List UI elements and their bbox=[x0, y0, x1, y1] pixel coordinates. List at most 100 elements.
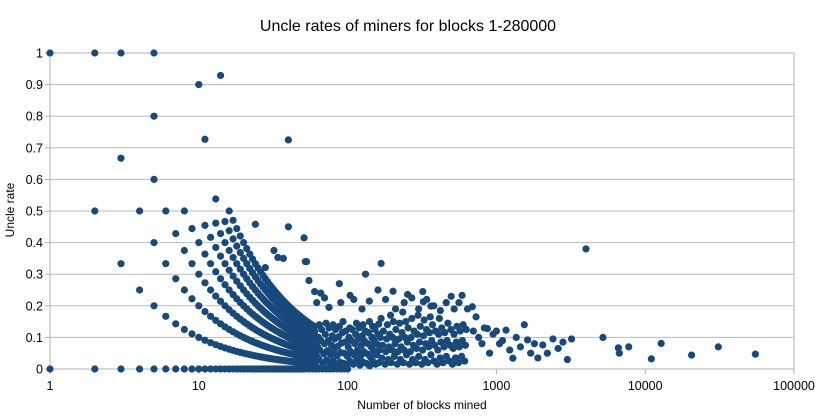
y-tick-label: 0 bbox=[36, 363, 43, 377]
data-point bbox=[212, 195, 220, 203]
data-point bbox=[647, 355, 655, 363]
data-point bbox=[180, 325, 188, 334]
data-point bbox=[212, 292, 220, 300]
data-point bbox=[687, 351, 696, 359]
data-point bbox=[216, 71, 225, 80]
data-point bbox=[378, 354, 386, 362]
x-tick-label: 10000 bbox=[628, 379, 663, 393]
data-point bbox=[455, 343, 463, 351]
data-point bbox=[454, 359, 463, 367]
data-point bbox=[162, 365, 170, 373]
data-point bbox=[91, 365, 99, 373]
data-point bbox=[212, 268, 220, 276]
data-point bbox=[216, 297, 225, 305]
data-point bbox=[309, 338, 318, 346]
data-point bbox=[407, 333, 415, 341]
data-point bbox=[172, 229, 180, 238]
data-point bbox=[201, 336, 209, 344]
data-point bbox=[309, 348, 317, 356]
data-point bbox=[440, 343, 448, 351]
data-point bbox=[420, 316, 428, 324]
data-point bbox=[321, 330, 329, 338]
data-point bbox=[221, 281, 229, 289]
data-point bbox=[399, 308, 407, 316]
data-point bbox=[534, 354, 542, 362]
data-point bbox=[201, 307, 209, 316]
data-point bbox=[201, 279, 209, 287]
data-point bbox=[506, 346, 514, 354]
data-point bbox=[434, 346, 442, 354]
data-point bbox=[428, 321, 437, 329]
data-point bbox=[270, 246, 278, 255]
grid-layer bbox=[49, 52, 795, 370]
data-point bbox=[435, 314, 443, 323]
data-point bbox=[520, 321, 528, 329]
data-point bbox=[188, 365, 196, 373]
data-point bbox=[233, 242, 241, 250]
data-point bbox=[206, 233, 215, 241]
data-point bbox=[447, 292, 455, 300]
data-point bbox=[243, 245, 251, 253]
data-point bbox=[412, 359, 420, 367]
data-point bbox=[392, 325, 400, 334]
data-point bbox=[408, 314, 416, 323]
data-point bbox=[426, 313, 434, 321]
data-point bbox=[441, 329, 449, 337]
data-point bbox=[251, 220, 259, 228]
data-point bbox=[229, 253, 237, 262]
data-point bbox=[135, 207, 144, 215]
y-axis-title: Uncle rate bbox=[3, 182, 17, 237]
data-point bbox=[195, 239, 203, 247]
data-point bbox=[216, 275, 225, 283]
data-point bbox=[396, 319, 404, 327]
data-point bbox=[320, 294, 329, 302]
data-point bbox=[436, 306, 444, 315]
data-point bbox=[91, 49, 99, 57]
data-point bbox=[502, 326, 510, 334]
x-axis-title: Number of blocks mined bbox=[357, 398, 486, 412]
data-point bbox=[180, 286, 188, 294]
data-point bbox=[233, 260, 241, 268]
data-point bbox=[527, 349, 535, 357]
data-point bbox=[350, 295, 358, 304]
data-point bbox=[150, 302, 158, 310]
data-point bbox=[225, 266, 233, 274]
data-point bbox=[448, 360, 457, 368]
data-point bbox=[188, 224, 196, 233]
data-point bbox=[442, 299, 450, 307]
data-point bbox=[172, 365, 180, 373]
data-point bbox=[387, 359, 395, 367]
data-point bbox=[425, 329, 434, 337]
data-point bbox=[386, 311, 395, 319]
data-point bbox=[188, 330, 196, 338]
data-point bbox=[751, 350, 759, 358]
data-point bbox=[162, 260, 170, 268]
data-point bbox=[450, 305, 458, 313]
data-point bbox=[523, 336, 532, 344]
data-point bbox=[469, 327, 477, 335]
data-point bbox=[498, 336, 507, 345]
data-point bbox=[236, 232, 244, 240]
data-point bbox=[46, 49, 54, 57]
data-point bbox=[388, 346, 396, 354]
data-point bbox=[172, 320, 180, 328]
data-point bbox=[310, 327, 318, 335]
data-point bbox=[461, 357, 469, 365]
data-point bbox=[389, 333, 397, 341]
data-point bbox=[308, 357, 316, 365]
data-point bbox=[414, 305, 423, 313]
data-point bbox=[91, 207, 99, 215]
data-point bbox=[312, 362, 320, 370]
data-point bbox=[424, 359, 432, 367]
data-point bbox=[450, 330, 458, 338]
data-point bbox=[284, 223, 292, 231]
data-point bbox=[229, 272, 237, 280]
data-point bbox=[512, 333, 520, 341]
y-tick-label: 0.6 bbox=[26, 173, 43, 187]
data-point bbox=[418, 346, 427, 354]
x-tick-label: 1000 bbox=[482, 379, 510, 393]
data-point bbox=[162, 312, 170, 320]
data-point bbox=[239, 239, 248, 247]
data-point bbox=[201, 365, 209, 373]
data-point bbox=[172, 275, 180, 283]
